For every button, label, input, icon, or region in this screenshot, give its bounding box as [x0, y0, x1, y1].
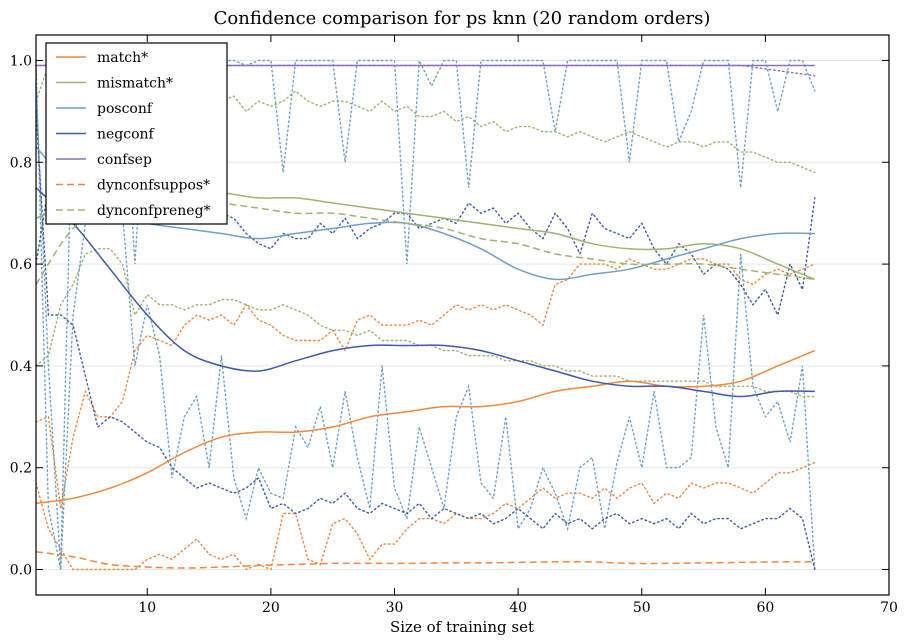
y-tick-label: 0.4: [10, 359, 32, 375]
legend-label: match*: [97, 50, 148, 66]
x-tick-label: 40: [509, 600, 527, 616]
envelope-line: [35, 258, 816, 509]
legend-label: posconf: [97, 101, 154, 117]
y-tick-label: 0.6: [10, 257, 32, 273]
x-tick-label: 30: [386, 600, 404, 616]
x-tick-label: 20: [262, 600, 280, 616]
series-line: [35, 550, 815, 569]
x-axis-label: Size of training set: [390, 618, 534, 636]
legend: match* mismatch* posconf negconf confsep dync…: [45, 42, 228, 225]
x-tick-label: 70: [880, 600, 898, 616]
legend-label: negconf: [97, 127, 156, 143]
x-tick-label: 10: [138, 600, 156, 616]
envelope-line: [35, 85, 816, 571]
plot-frame: [35, 34, 890, 596]
envelope-line: [35, 461, 816, 571]
y-tick-label: 0.0: [10, 563, 32, 579]
x-tick-label: 60: [756, 600, 774, 616]
legend-label: dynconfsuppos*: [97, 178, 210, 194]
envelope-line: [35, 110, 816, 571]
series-line: [35, 349, 816, 505]
y-tick-label: 1.0: [10, 53, 32, 69]
series-line: [35, 146, 815, 281]
series-line: [35, 187, 815, 398]
y-tick-label: 0.8: [10, 155, 32, 171]
y-tick-label: 0.2: [10, 461, 32, 477]
axis-ticks: 10 20 30 40 50 60 70 0.0 0.2 0.4 0.6 0.8 1.0: [10, 35, 898, 616]
legend-label: dynconfpreneg*: [97, 203, 211, 219]
chart-title: Confidence comparison for ps knn (20 ran…: [214, 8, 711, 29]
envelope-line: [35, 248, 816, 398]
x-tick-label: 50: [633, 600, 651, 616]
legend-label: confsep: [97, 152, 152, 168]
legend-label: mismatch*: [97, 76, 173, 92]
